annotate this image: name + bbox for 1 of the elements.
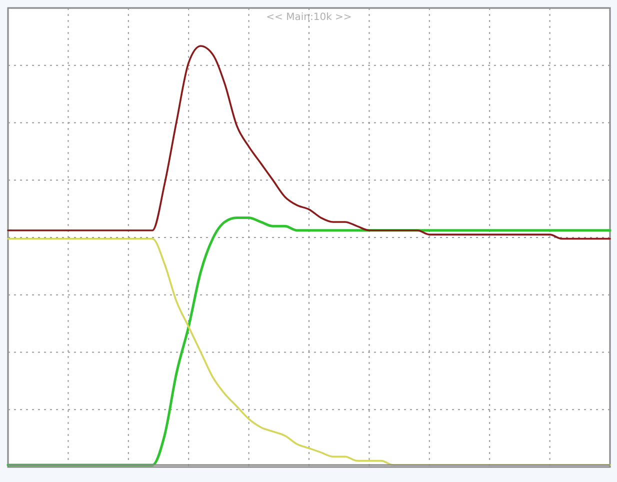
text: << Main:10k >>	[266, 12, 352, 23]
